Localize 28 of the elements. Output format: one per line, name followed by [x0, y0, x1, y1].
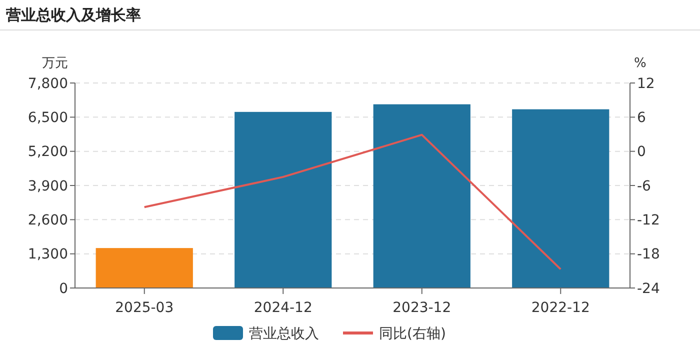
x-tick-label: 2023-12: [392, 300, 452, 316]
line-series: [143, 134, 562, 270]
y2-tick-label: -24: [637, 280, 660, 297]
bar: [96, 248, 193, 288]
chart-title: 营业总收入及增长率: [5, 6, 141, 24]
y-tick-label: 7,800: [28, 76, 68, 92]
x-tick-label: 2022-12: [531, 300, 590, 316]
y-tick-label: 5,200: [28, 144, 68, 160]
y2-tick-label: 6: [637, 110, 646, 126]
y-tick-label: 0: [59, 280, 68, 297]
y-tick-label: 6,500: [28, 110, 68, 126]
y2-tick-label: -12: [637, 212, 660, 229]
bar: [512, 109, 610, 288]
y2-tick-label: 0: [637, 144, 646, 160]
y-axis-title: 万元: [42, 56, 68, 71]
y-tick-label: 2,600: [28, 212, 68, 229]
bar: [234, 112, 332, 288]
y-tick-label: 1,300: [28, 246, 68, 263]
bar: [373, 104, 470, 288]
y2-axis-title: %: [634, 56, 646, 71]
legend-label: 同比(右轴): [379, 326, 446, 342]
legend-label: 营业总收入: [249, 326, 319, 342]
y2-tick-label: -6: [637, 178, 652, 194]
y-tick-label: 3,900: [28, 178, 68, 194]
y2-tick-label: -18: [637, 246, 660, 263]
y2-tick-label: 12: [637, 76, 655, 92]
x-tick-label: 2024-12: [254, 300, 312, 316]
x-tick-label: 2025-03: [115, 300, 174, 316]
